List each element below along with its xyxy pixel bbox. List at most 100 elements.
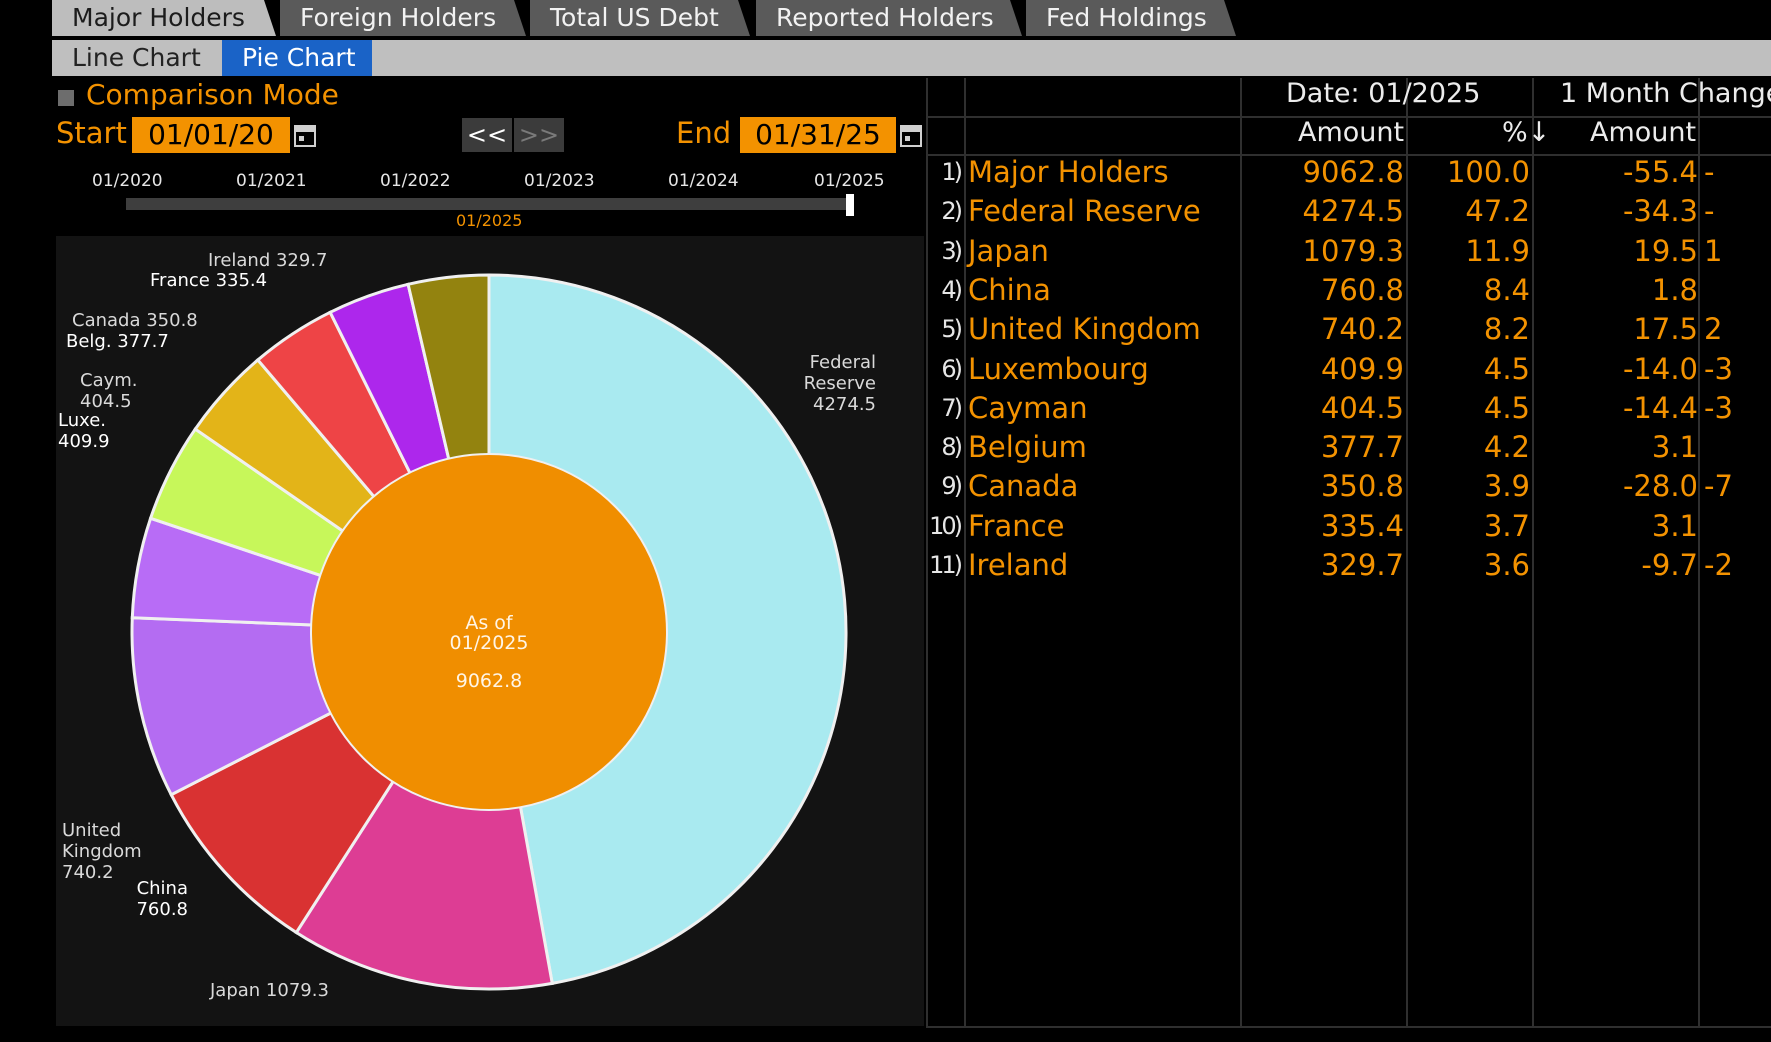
tab-major-holders[interactable]: Major Holders xyxy=(52,0,276,36)
percent-cell: 3.6 xyxy=(1483,548,1530,582)
percent-cell: 3.9 xyxy=(1483,469,1530,503)
tab-reported-holders[interactable]: Reported Holders xyxy=(756,0,1022,36)
timeline-tick: 01/2022 xyxy=(380,171,451,191)
table-divider xyxy=(926,154,1771,156)
holder-name: China xyxy=(968,273,1051,307)
amount-cell: 329.7 xyxy=(1320,548,1404,582)
change-amount-cell: -55.4 xyxy=(1622,155,1698,189)
row-number: 4) xyxy=(941,276,963,304)
row-number: 1) xyxy=(941,158,963,186)
change-percent-cell: - xyxy=(1704,155,1715,189)
timeline-tick: 01/2024 xyxy=(668,171,739,191)
row-number: 2) xyxy=(941,197,963,225)
change-percent-cell: -2 xyxy=(1704,548,1733,582)
table-change-header: 1 Month Change xyxy=(1560,78,1771,109)
table-divider xyxy=(926,116,1771,118)
end-label: End xyxy=(676,116,732,150)
line-chart-tab[interactable]: Line Chart xyxy=(72,43,201,72)
percent-cell: 4.2 xyxy=(1483,430,1530,464)
tab-fed-holdings[interactable]: Fed Holdings xyxy=(1026,0,1236,36)
row-number: 7) xyxy=(941,394,963,422)
pie-label-luxembourg: Luxe. 409.9 xyxy=(58,410,110,452)
row-number: 9) xyxy=(941,472,963,500)
start-date-input[interactable]: 01/01/20 xyxy=(132,117,290,153)
change-percent-cell: -7 xyxy=(1704,469,1733,503)
pie-center xyxy=(310,453,668,811)
amount-cell: 1079.3 xyxy=(1302,234,1404,268)
table-divider xyxy=(1532,78,1534,1028)
row-number: 11) xyxy=(929,551,963,579)
pie-label-france: France 335.4 xyxy=(150,270,268,291)
amount-cell: 740.2 xyxy=(1320,312,1404,346)
change-amount-cell: -28.0 xyxy=(1622,469,1698,503)
holder-name: Canada xyxy=(968,469,1079,503)
pie-label-federal-reserve: Federal Reserve 4274.5 xyxy=(803,352,876,415)
holder-name: Cayman xyxy=(968,391,1088,425)
timeline-tick: 01/2021 xyxy=(236,171,307,191)
amount-cell: 4274.5 xyxy=(1302,194,1404,228)
column-header-amount[interactable]: Amount xyxy=(1298,117,1405,148)
change-amount-cell: -34.3 xyxy=(1622,194,1698,228)
timeline-tick: 01/2020 xyxy=(92,171,163,191)
table-date-header: Date: 01/2025 xyxy=(1286,78,1481,109)
timeline-slider-handle[interactable] xyxy=(846,194,854,216)
change-percent-cell: 1 xyxy=(1704,234,1723,268)
holder-name: Belgium xyxy=(968,430,1087,464)
change-percent-cell: - xyxy=(1704,194,1715,228)
comparison-mode-checkbox[interactable] xyxy=(58,90,74,106)
holder-name: Japan xyxy=(968,234,1049,268)
percent-cell: 8.4 xyxy=(1483,273,1530,307)
tab-total-us-debt[interactable]: Total US Debt xyxy=(530,0,750,36)
pie-label-china: China 760.8 xyxy=(136,878,188,920)
holder-name: Luxembourg xyxy=(968,352,1149,386)
change-amount-cell: -9.7 xyxy=(1641,548,1698,582)
row-number: 6) xyxy=(941,355,963,383)
pie-label-united-kingdom: United Kingdom 740.2 xyxy=(62,820,142,883)
next-period-button[interactable]: >> xyxy=(514,118,564,152)
tab-bar: Major Holders Foreign Holders Total US D… xyxy=(0,0,1771,36)
table-divider xyxy=(926,78,928,1028)
change-amount-cell: 1.8 xyxy=(1651,273,1698,307)
change-amount-cell: -14.4 xyxy=(1622,391,1698,425)
table-divider xyxy=(1406,78,1408,1028)
table-divider xyxy=(1698,78,1700,1028)
percent-cell: 47.2 xyxy=(1465,194,1530,228)
amount-cell: 409.9 xyxy=(1320,352,1404,386)
percent-cell: 11.9 xyxy=(1465,234,1530,268)
holder-name: United Kingdom xyxy=(968,312,1201,346)
table-divider xyxy=(1240,78,1242,1028)
change-percent-cell: 2 xyxy=(1704,312,1723,346)
amount-cell: 404.5 xyxy=(1320,391,1404,425)
percent-cell: 8.2 xyxy=(1483,312,1530,346)
calendar-icon[interactable] xyxy=(294,123,316,147)
previous-period-button[interactable]: << xyxy=(462,118,512,152)
timeline-current-date: 01/2025 xyxy=(456,211,523,230)
change-amount-cell: 17.5 xyxy=(1633,312,1698,346)
timeline-slider[interactable] xyxy=(126,198,852,210)
calendar-icon[interactable] xyxy=(900,123,922,147)
amount-cell: 350.8 xyxy=(1320,469,1404,503)
holder-name: Ireland xyxy=(968,548,1069,582)
end-date-input[interactable]: 01/31/25 xyxy=(740,117,896,153)
comparison-mode-label: Comparison Mode xyxy=(86,78,339,111)
change-amount-cell: 3.1 xyxy=(1651,509,1698,543)
table-divider xyxy=(926,1026,1771,1028)
holder-name: Major Holders xyxy=(968,155,1169,189)
change-amount-cell: -14.0 xyxy=(1622,352,1698,386)
column-header-change-amount[interactable]: Amount xyxy=(1590,117,1697,148)
tab-foreign-holders[interactable]: Foreign Holders xyxy=(280,0,526,36)
change-percent-cell: -3 xyxy=(1704,391,1733,425)
pie-label-canada: Canada 350.8 xyxy=(72,310,198,331)
percent-cell: 3.7 xyxy=(1483,509,1530,543)
column-header-percent[interactable]: %↓ xyxy=(1502,117,1551,148)
pie-label-japan: Japan 1079.3 xyxy=(210,980,329,1001)
pie-center-text: As of xyxy=(465,612,514,634)
amount-cell: 9062.8 xyxy=(1302,155,1404,189)
pie-center-text: 01/2025 xyxy=(450,632,529,654)
pie-chart-tab[interactable]: Pie Chart xyxy=(222,40,372,76)
percent-cell: 4.5 xyxy=(1483,391,1530,425)
pie-label-cayman: Caym. 404.5 xyxy=(80,370,138,412)
row-number: 8) xyxy=(941,433,963,461)
row-number: 10) xyxy=(929,512,963,540)
change-amount-cell: 19.5 xyxy=(1633,234,1698,268)
